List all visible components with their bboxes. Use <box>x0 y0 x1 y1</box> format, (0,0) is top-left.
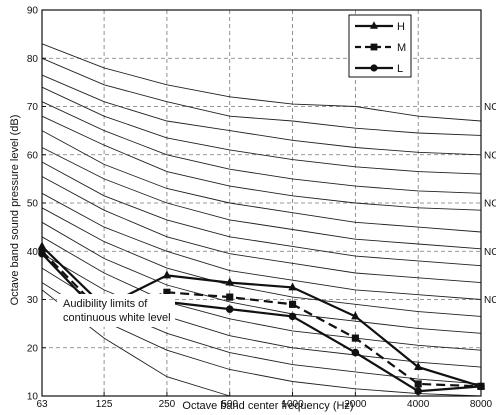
y-tick-label: 60 <box>27 150 39 161</box>
nc-label: NC <box>484 199 496 210</box>
x-tick-label: 500 <box>221 399 238 410</box>
x-tick-label: 1000 <box>281 399 304 410</box>
legend-label-m: M <box>397 42 406 54</box>
y-tick-label: 70 <box>27 102 39 113</box>
series-point-h <box>351 311 360 320</box>
nc-label: NC <box>484 150 496 161</box>
x-axis-label: Octave band center frequency (Hz) <box>182 400 353 412</box>
nc-curve <box>41 147 482 250</box>
series-point-m <box>226 293 234 301</box>
nc-curve <box>41 221 482 334</box>
nc-labels: NC NC NC NC NC <box>484 102 496 306</box>
nc-curve-group <box>41 43 482 397</box>
legend-marker-m <box>370 43 378 51</box>
series-point-h <box>288 282 297 291</box>
y-tick-label: 30 <box>27 295 39 306</box>
nc-curve <box>41 57 482 136</box>
annotation-line-2: continuous white level <box>63 312 171 324</box>
nc-curve <box>41 101 482 194</box>
series-point-m <box>163 288 171 296</box>
series-point-h <box>162 270 172 279</box>
series-point-m <box>414 380 422 388</box>
series-point-l <box>288 312 297 321</box>
legend-label-l: L <box>397 63 403 75</box>
nc-curve <box>41 130 482 233</box>
y-tick-label: 20 <box>27 343 39 354</box>
nc-curve <box>41 176 482 284</box>
series-point-l <box>414 387 422 395</box>
series-point-h <box>225 277 234 286</box>
legend-marker-h <box>370 21 378 29</box>
nc-label: NC <box>484 102 496 113</box>
nc-label: NC <box>484 247 496 258</box>
nc-curve <box>41 115 482 211</box>
nc-curve <box>41 43 482 122</box>
legend: HML <box>348 14 412 78</box>
x-tick-label: 125 <box>96 399 113 410</box>
y-tick-label: 50 <box>27 199 39 210</box>
series-point-l <box>351 348 360 357</box>
x-tick-label: 8000 <box>470 399 493 410</box>
nc-curve <box>41 74 482 156</box>
y-tick-label: 40 <box>27 247 39 258</box>
grid <box>42 10 481 396</box>
legend-label-h: H <box>397 21 405 33</box>
x-tick-label: 4000 <box>407 399 430 410</box>
y-tick-label: 10 <box>27 392 39 403</box>
nc-label: NC <box>484 295 496 306</box>
x-tick-label: 250 <box>159 399 176 410</box>
legend-marker-l <box>370 64 378 72</box>
y-tick-label: 90 <box>27 6 39 17</box>
y-axis-label: Octave band sound pressure level (dB) <box>9 115 21 306</box>
series-point-m <box>288 300 297 308</box>
x-tick-label: 63 <box>36 399 48 410</box>
nc-curve <box>41 236 482 351</box>
annotation-background <box>57 294 175 327</box>
nc-curve <box>41 207 482 317</box>
nc-curve <box>41 86 482 175</box>
annotation-line-1: Audibility limits of <box>63 298 148 310</box>
nc-curve <box>41 161 482 267</box>
series-point-l <box>225 305 234 313</box>
tick-labels: 63 125 250 500 1000 2000 4000 8000 10 20 30 40 50 60 7… <box>27 6 493 411</box>
y-tick-label: 80 <box>27 54 39 65</box>
annotation: Audibility limits of continuous white le… <box>57 294 175 327</box>
x-tick-label: 2000 <box>344 399 367 410</box>
series-point-h <box>413 362 423 370</box>
series-point-m <box>351 334 359 342</box>
nc-curve <box>41 192 482 300</box>
